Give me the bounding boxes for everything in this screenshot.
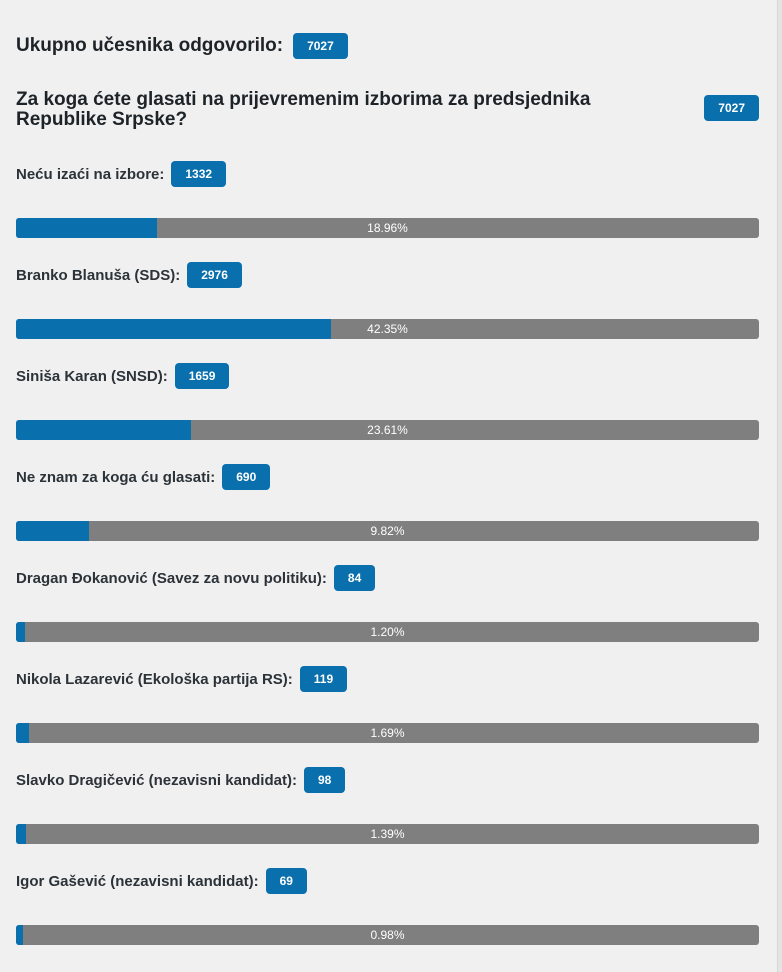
option-count-badge: 1332 xyxy=(171,161,227,187)
progress-percent: 1.69% xyxy=(370,726,405,740)
progress-percent: 1.20% xyxy=(370,625,405,639)
progress-bar: 1.69% xyxy=(16,723,759,743)
poll-option: Ne znam za koga ću glasati: 690 9.82% xyxy=(16,463,759,541)
option-label: Branko Blanuša (SDS): xyxy=(16,266,181,284)
progress-fill xyxy=(16,824,27,844)
option-count-badge: 119 xyxy=(299,666,348,692)
progress-bar: 18.96% xyxy=(16,218,759,238)
option-count-badge: 1659 xyxy=(174,363,230,389)
poll-question: Za koga ćete glasati na prijevremenim iz… xyxy=(16,90,759,130)
total-participants: Ukupno učesnika odgovorilo: 7027 xyxy=(16,32,348,60)
option-count-badge: 690 xyxy=(222,464,271,490)
option-count-badge: 98 xyxy=(303,767,346,793)
poll-option: Neću izaći na izbore: 1332 18.96% xyxy=(16,160,759,238)
progress-bar: 42.35% xyxy=(16,319,759,339)
option-label: Slavko Dragičević (nezavisni kandidat): xyxy=(16,771,297,789)
progress-fill xyxy=(16,319,331,339)
progress-percent: 18.96% xyxy=(367,221,408,235)
progress-bar: 23.61% xyxy=(16,420,759,440)
poll-option: Slavko Dragičević (nezavisni kandidat): … xyxy=(16,766,759,844)
option-count-badge: 69 xyxy=(265,868,307,894)
option-count-badge: 2976 xyxy=(187,262,242,288)
option-label: Dragan Đokanović (Savez za novu politiku… xyxy=(16,569,327,587)
scrollbar[interactable] xyxy=(777,0,782,972)
progress-fill xyxy=(16,218,157,238)
progress-fill xyxy=(16,925,24,945)
progress-fill xyxy=(16,622,25,642)
poll-option: Siniša Karan (SNSD): 1659 23.61% xyxy=(16,362,759,440)
progress-bar: 1.20% xyxy=(16,622,759,642)
progress-percent: 9.82% xyxy=(370,524,405,538)
question-count-badge: 7027 xyxy=(704,95,759,121)
progress-percent: 0.98% xyxy=(370,928,405,942)
poll-option: Igor Gašević (nezavisni kandidat): 69 0.… xyxy=(16,867,759,945)
option-label: Siniša Karan (SNSD): xyxy=(16,367,168,385)
poll-option: Dragan Đokanović (Savez za novu politiku… xyxy=(16,564,759,642)
option-label: Igor Gašević (nezavisni kandidat): xyxy=(16,872,259,890)
option-label: Neću izaći na izbore: xyxy=(16,165,165,183)
poll-option: Branko Blanuša (SDS): 2976 42.35% xyxy=(16,261,759,339)
progress-percent: 23.61% xyxy=(367,423,408,437)
progress-fill xyxy=(16,723,29,743)
progress-percent: 1.39% xyxy=(370,827,405,841)
progress-bar: 9.82% xyxy=(16,521,759,541)
option-label: Ne znam za koga ću glasati: xyxy=(16,468,216,486)
progress-fill xyxy=(16,420,192,440)
progress-fill xyxy=(16,521,89,541)
option-label: Nikola Lazarević (Ekološka partija RS): xyxy=(16,670,293,688)
total-count-badge: 7027 xyxy=(293,33,348,59)
progress-bar: 1.39% xyxy=(16,824,759,844)
total-label: Ukupno učesnika odgovorilo: xyxy=(16,35,284,56)
question-text: Za koga ćete glasati na prijevremenim iz… xyxy=(16,89,591,130)
poll-option: Nikola Lazarević (Ekološka partija RS): … xyxy=(16,665,759,743)
progress-bar: 0.98% xyxy=(16,925,759,945)
option-count-badge: 84 xyxy=(333,565,376,591)
progress-percent: 42.35% xyxy=(367,322,408,336)
